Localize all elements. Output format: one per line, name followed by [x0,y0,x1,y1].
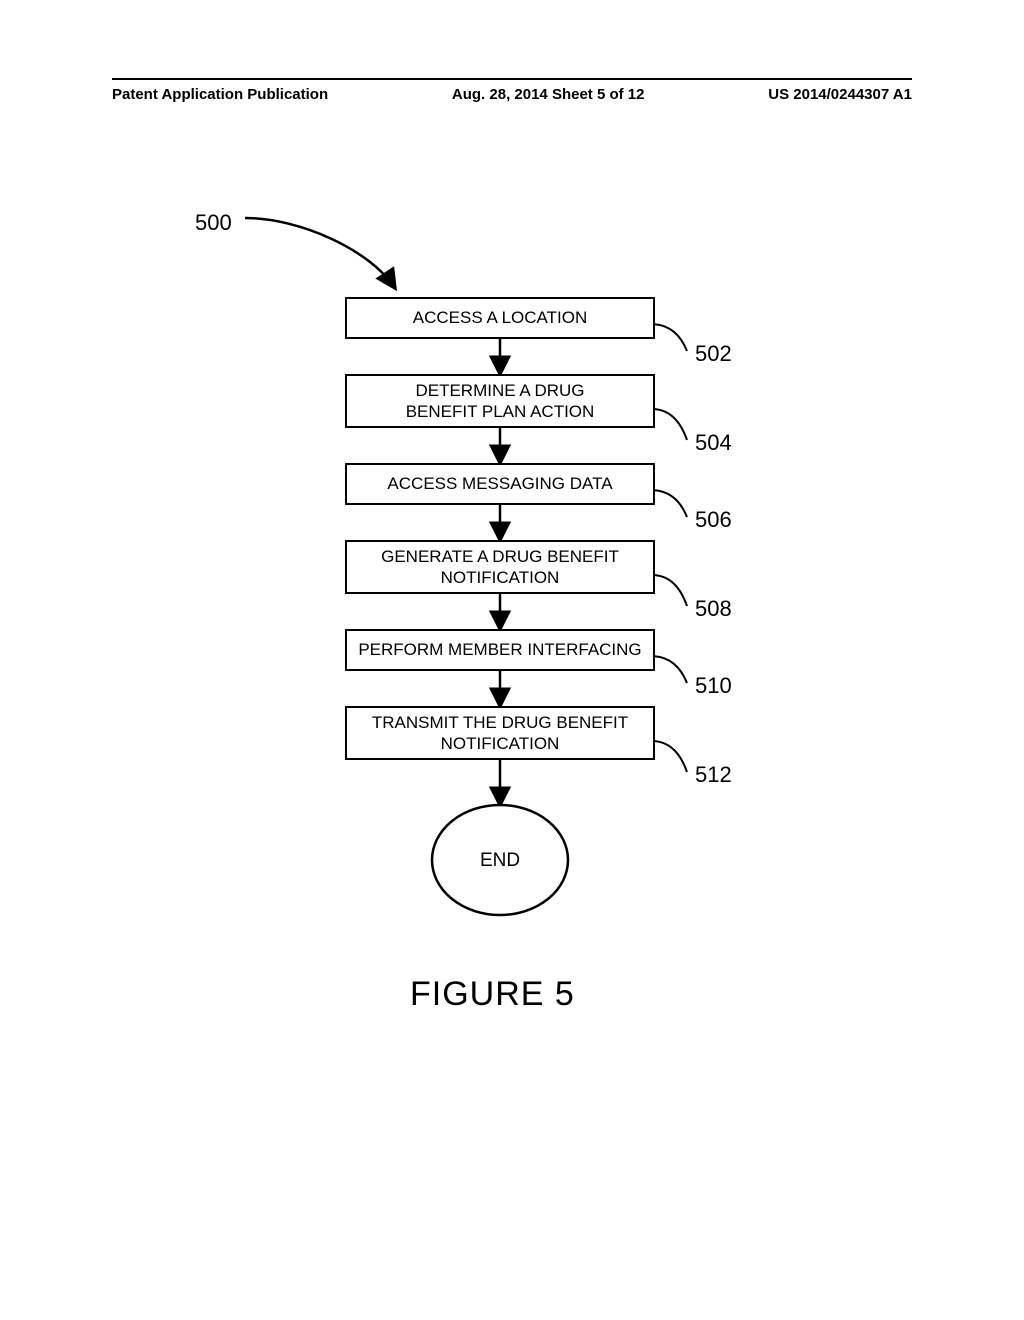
flow-step-510: PERFORM MEMBER INTERFACING [345,629,655,671]
flow-step-502: ACCESS A LOCATION [345,297,655,339]
flow-ref-500: 500 [195,210,232,236]
figure-title: FIGURE 5 [410,975,575,1014]
flow-ref-510: 510 [695,673,732,699]
flow-step-504: DETERMINE A DRUGBENEFIT PLAN ACTION [345,374,655,428]
flow-step-512: TRANSMIT THE DRUG BENEFITNOTIFICATION [345,706,655,760]
flow-ref-512: 512 [695,762,732,788]
svg-text:END: END [480,850,520,871]
flow-step-506: ACCESS MESSAGING DATA [345,463,655,505]
flow-ref-508: 508 [695,596,732,622]
flow-ref-502: 502 [695,341,732,367]
flow-ref-504: 504 [695,430,732,456]
flowchart-diagram: END 500 ACCESS A LOCATION 502 DETERMINE A DR… [0,0,1024,1320]
flow-step-508: GENERATE A DRUG BENEFITNOTIFICATION [345,540,655,594]
flow-ref-506: 506 [695,507,732,533]
